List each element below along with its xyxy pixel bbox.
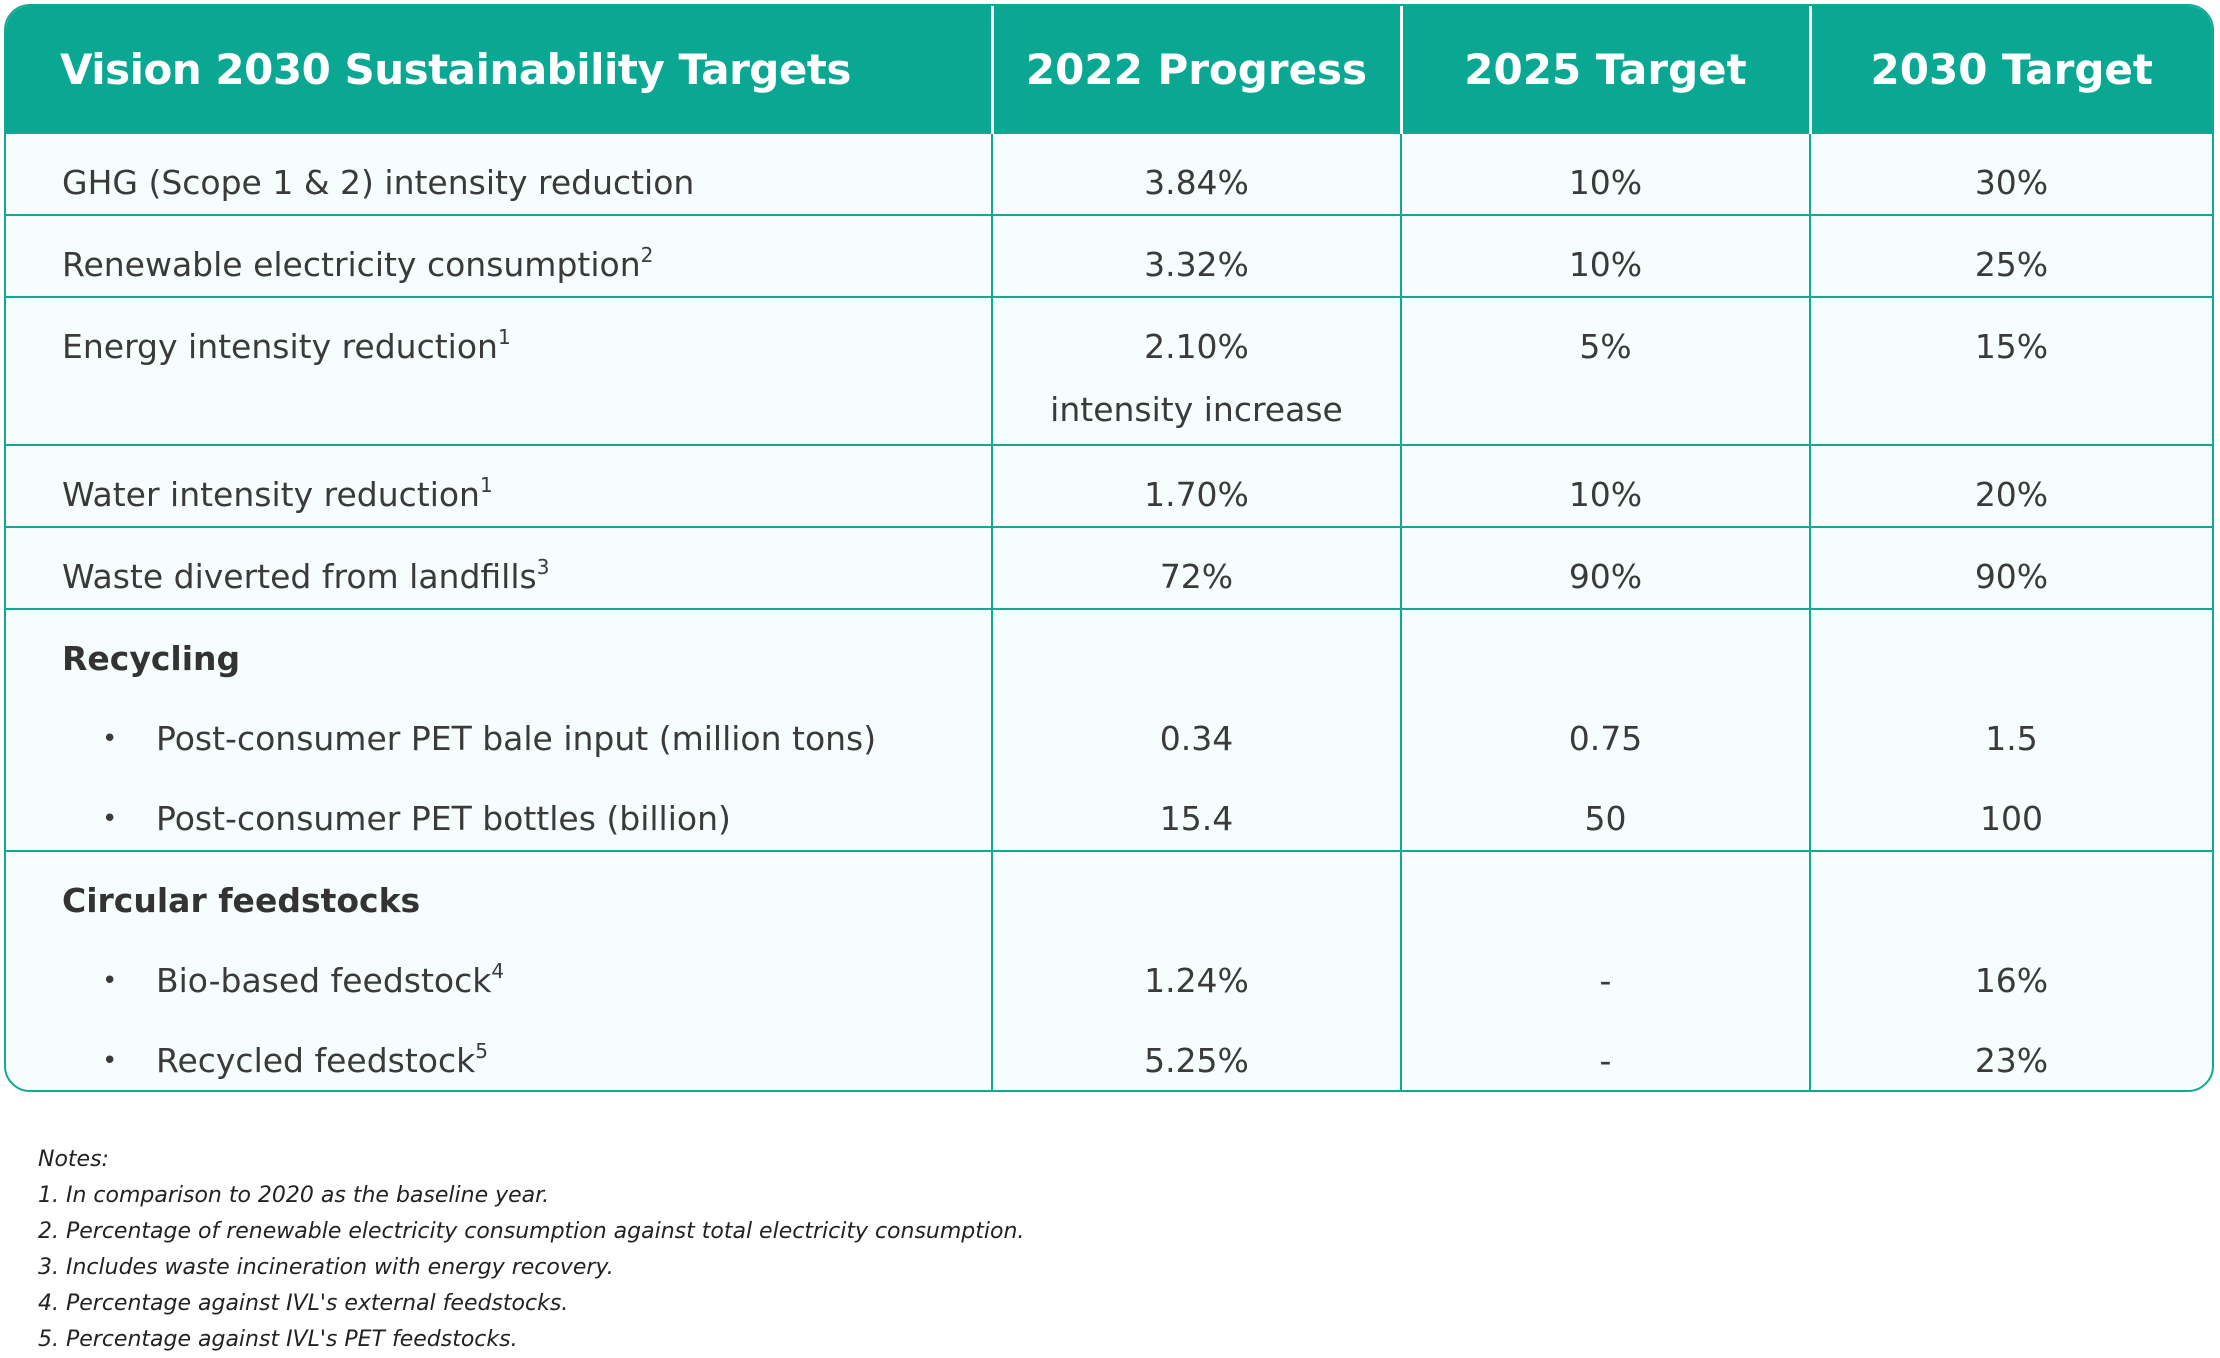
row-label-group: Recycling Post-consumer PET bale input (… <box>6 608 992 851</box>
cell-value: 23% <box>1974 1041 2049 1080</box>
cell-value: 10% <box>1568 163 1643 202</box>
table-row-recycling: Recycling Post-consumer PET bale input (… <box>6 608 2212 851</box>
list-item: Post-consumer PET bale input (million to… <box>62 690 991 770</box>
table-row-energy: Energy intensity reduction1 2.10% intens… <box>6 296 2212 445</box>
cell-value <box>993 610 1400 690</box>
cell-2022-progress: 2.10% intensity increase <box>991 296 1401 445</box>
cell-value: 5% <box>1579 327 1632 366</box>
cell-value: 90% <box>1568 557 1643 596</box>
table-row-renewable: Renewable electricity consumption2 3.32%… <box>6 214 2212 297</box>
row-label: Renewable electricity consumption2 <box>6 214 992 297</box>
footnote-5: 5. Percentage against IVL's PET feedstoc… <box>38 1327 518 1352</box>
cell-value: 90% <box>1974 557 2049 596</box>
cell-value: - <box>1599 961 1612 1000</box>
cell-value <box>1811 610 2212 690</box>
cell-2022-progress: 72% <box>991 526 1401 609</box>
table-title: Vision 2030 Sustainability Targets <box>6 6 992 133</box>
cell-value: 100 <box>1980 799 2043 838</box>
footnote-1: 1. In comparison to 2020 as the baseline… <box>38 1183 550 1208</box>
table-row-water: Water intensity reduction1 1.70% 10% 20% <box>6 444 2212 527</box>
table-row-waste: Waste diverted from landfills3 72% 90% 9… <box>6 526 2212 609</box>
cell-value: 20% <box>1974 475 2049 514</box>
column-header-2025-target: 2025 Target <box>1399 6 1810 133</box>
cell-value: 3.32% <box>1144 245 1249 284</box>
cell-value: 3.84% <box>1144 163 1249 202</box>
cell-value: 0.34 <box>1159 719 1234 758</box>
footnote-2: 2. Percentage of renewable electricity c… <box>38 1219 1025 1244</box>
cell-value: 1.24% <box>1144 961 1249 1000</box>
column-header-2030-target: 2030 Target <box>1808 6 2212 133</box>
table-row-ghg: GHG (Scope 1 & 2) intensity reduction 3.… <box>6 132 2212 215</box>
cell-value: Energy intensity reduction1 <box>62 325 511 366</box>
cell-value <box>1402 610 1809 690</box>
cell-value: 15% <box>1974 327 2049 366</box>
cell-2025-target: - - <box>1400 850 1810 1090</box>
cell-value: 30% <box>1974 163 2049 202</box>
cell-value: - <box>1599 1041 1612 1080</box>
cell-value: 15.4 <box>1159 799 1234 838</box>
cell-value: 10% <box>1568 245 1643 284</box>
cell-value: GHG (Scope 1 & 2) intensity reduction <box>62 163 695 202</box>
cell-2030-target: 1.5 100 <box>1809 608 2212 851</box>
cell-value <box>1402 852 1809 932</box>
cell-value: 50 <box>1584 799 1627 838</box>
cell-2030-target: 25% <box>1809 214 2212 297</box>
cell-value: Renewable electricity consumption2 <box>62 243 654 284</box>
progress-note: intensity increase <box>1050 390 1343 429</box>
cell-value: 2.10% <box>1144 327 1249 366</box>
cell-2022-progress: 3.32% <box>991 214 1401 297</box>
footnotes: Notes: 1. In comparison to 2020 as the b… <box>38 1142 1024 1358</box>
cell-2022-progress: 1.70% <box>991 444 1401 527</box>
row-label: Waste diverted from landfills3 <box>6 526 992 609</box>
cell-value <box>1811 852 2212 932</box>
cell-2025-target: 10% <box>1400 444 1810 527</box>
cell-2025-target: 0.75 50 <box>1400 608 1810 851</box>
cell-value: 1.70% <box>1144 475 1249 514</box>
list-item: Post-consumer PET bottles (billion) <box>62 770 991 850</box>
row-label-group: Circular feedstocks Bio-based feedstock4… <box>6 850 992 1090</box>
cell-2030-target: 16% 23% <box>1809 850 2212 1090</box>
table-header-row: Vision 2030 Sustainability Targets 2022 … <box>6 6 2212 133</box>
row-label: Water intensity reduction1 <box>6 444 992 527</box>
row-label: Energy intensity reduction1 <box>6 296 992 445</box>
cell-value: 1.5 <box>1985 719 2038 758</box>
table-row-circular: Circular feedstocks Bio-based feedstock4… <box>6 850 2212 1090</box>
targets-table-container: Vision 2030 Sustainability Targets 2022 … <box>4 4 2214 1092</box>
cell-2022-progress: 1.24% 5.25% <box>991 850 1401 1090</box>
section-heading: Circular feedstocks <box>62 881 421 920</box>
cell-2030-target: 20% <box>1809 444 2212 527</box>
list-item: Bio-based feedstock4 <box>62 932 991 1012</box>
cell-value <box>993 852 1400 932</box>
cell-value: Waste diverted from landfills3 <box>62 555 550 596</box>
footnote-4: 4. Percentage against IVL's external fee… <box>38 1291 569 1316</box>
list-item: Recycled feedstock5 <box>62 1012 991 1090</box>
footnote-3: 3. Includes waste incineration with ener… <box>38 1255 614 1280</box>
cell-value: 10% <box>1568 475 1643 514</box>
cell-value: 0.75 <box>1568 719 1643 758</box>
row-label: GHG (Scope 1 & 2) intensity reduction <box>6 132 992 215</box>
cell-value: 16% <box>1974 961 2049 1000</box>
cell-value: 72% <box>1159 557 1234 596</box>
cell-value: 25% <box>1974 245 2049 284</box>
column-header-2022-progress: 2022 Progress <box>990 6 1401 133</box>
section-heading: Recycling <box>62 639 241 678</box>
cell-2022-progress: 3.84% <box>991 132 1401 215</box>
sustainability-targets-table: Vision 2030 Sustainability Targets 2022 … <box>6 6 2212 1090</box>
cell-value: 5.25% <box>1144 1041 1249 1080</box>
cell-2030-target: 15% <box>1809 296 2212 445</box>
cell-value: Water intensity reduction1 <box>62 473 493 514</box>
cell-2025-target: 10% <box>1400 214 1810 297</box>
cell-2025-target: 10% <box>1400 132 1810 215</box>
cell-2025-target: 90% <box>1400 526 1810 609</box>
cell-2022-progress: 0.34 15.4 <box>991 608 1401 851</box>
cell-2030-target: 90% <box>1809 526 2212 609</box>
cell-2030-target: 30% <box>1809 132 2212 215</box>
cell-2025-target: 5% <box>1400 296 1810 445</box>
notes-title: Notes: <box>38 1147 109 1172</box>
